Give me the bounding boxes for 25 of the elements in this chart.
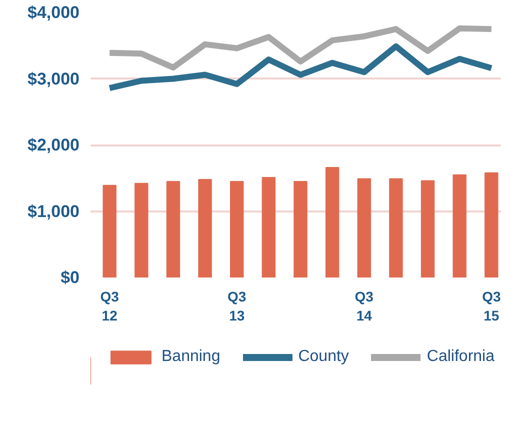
y-tick-label: $1,000	[28, 202, 80, 221]
legend-label: California	[426, 348, 495, 366]
legend-label: County	[298, 348, 349, 366]
bar	[389, 178, 403, 278]
legend-label: Banning	[161, 348, 220, 366]
x-tick-label: Q3 13	[228, 288, 246, 324]
y-tick-label: $2,000	[28, 136, 80, 154]
y-tick-label: $4,000	[28, 3, 80, 22]
bar	[102, 184, 116, 278]
bar	[357, 178, 371, 278]
bar	[452, 174, 466, 278]
y-tick-label: $3,000	[28, 69, 80, 88]
bar	[262, 176, 276, 278]
bar	[230, 180, 244, 278]
bar	[484, 172, 498, 278]
x-tick-label: Q3 14	[354, 288, 374, 324]
bar	[198, 178, 212, 278]
bar	[134, 182, 148, 278]
bar	[166, 180, 180, 278]
bar	[294, 180, 308, 278]
x-tick-label: Q3 15	[482, 288, 501, 324]
bar	[325, 167, 340, 278]
x-tick-label: Q3 12	[100, 288, 120, 324]
y-tick-label: $0	[60, 268, 80, 287]
bar	[420, 180, 435, 278]
